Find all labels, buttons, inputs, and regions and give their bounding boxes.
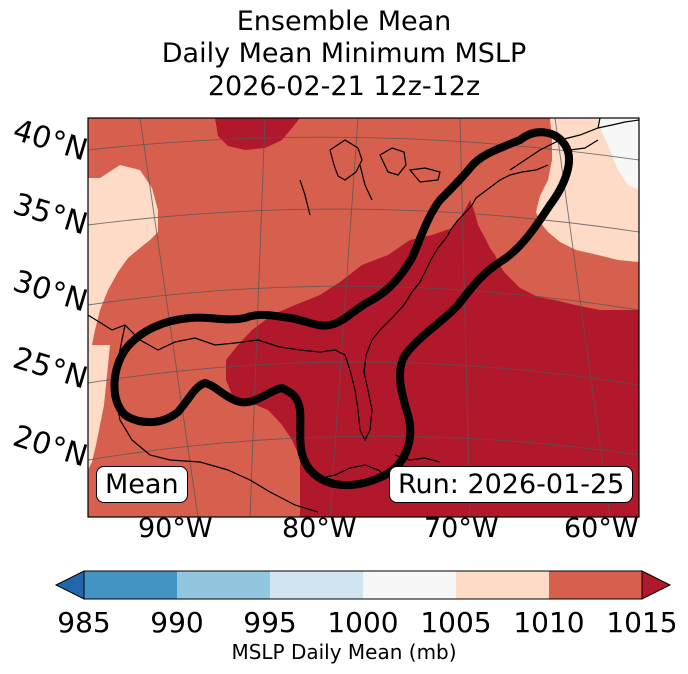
lon-label-90w: 90°W: [138, 513, 213, 544]
colorbar-segment-985-990: [84, 571, 177, 599]
colorbar-tick-995: 995: [243, 606, 297, 639]
colorbar-tick-990: 990: [150, 606, 204, 639]
map-panel: [88, 118, 639, 517]
title-line-3: 2026-02-21 12z-12z: [207, 71, 481, 102]
colorbar-over-arrow: [641, 570, 672, 600]
mslp-field-1015-main: [226, 200, 639, 517]
lon-label-60w: 60°W: [564, 513, 639, 544]
colorbar-segment-1000-1005: [363, 571, 456, 599]
colorbar-segment-1005-1010: [456, 571, 549, 599]
colorbar-segment-1010-1015: [549, 571, 642, 599]
mslp-field-1015-top: [215, 118, 300, 150]
colorbar-segment-995-1000: [270, 571, 363, 599]
contour-1015mb: [110, 128, 573, 490]
colorbar-tick-1005: 1005: [420, 606, 492, 639]
colorbar-segment-990-995: [177, 571, 270, 599]
mslp-field-1000-corner: [598, 118, 639, 190]
lon-label-80w: 80°W: [282, 513, 357, 544]
mslp-field-1005-west: [88, 165, 158, 345]
colorbar-tick-1015: 1015: [606, 606, 678, 639]
title-line-1: Ensemble Mean: [236, 6, 452, 37]
map-frame: [87, 117, 640, 518]
title-line-2: Daily Mean Minimum MSLP: [161, 38, 527, 69]
run-date-box: Run: 2026-01-25: [389, 466, 634, 503]
colorbar-tick-1010: 1010: [513, 606, 585, 639]
lon-label-70w: 70°W: [424, 513, 499, 544]
mslp-field-1005-southwest: [88, 345, 110, 470]
colorbar-under-arrow: [54, 570, 85, 600]
colorbar-frame: [83, 570, 643, 600]
mean-label-box: Mean: [96, 466, 188, 503]
colorbar-tick-1000: 1000: [327, 606, 399, 639]
colorbar-tick-985: 985: [57, 606, 111, 639]
colorbar-label: MSLP Daily Mean (mb): [231, 640, 457, 664]
